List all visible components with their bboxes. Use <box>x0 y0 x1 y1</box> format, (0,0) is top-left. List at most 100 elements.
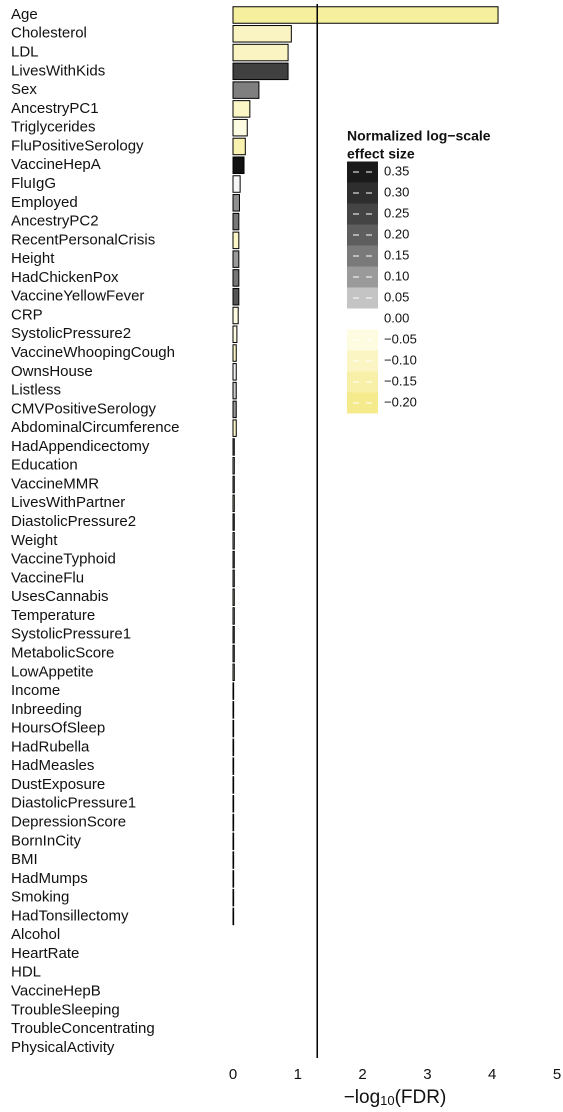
y-tick-label: BornInCity <box>11 832 82 849</box>
y-tick-label: MetabolicScore <box>11 644 114 661</box>
bar <box>232 156 245 174</box>
y-tick-label: FluIgG <box>11 175 56 192</box>
y-tick-label: TroubleConcentrating <box>11 1020 155 1037</box>
y-tick-label: HadMumps <box>11 870 88 887</box>
bar <box>232 400 237 419</box>
bar <box>232 475 235 494</box>
bar <box>232 438 235 456</box>
bar <box>232 194 240 212</box>
bar <box>232 325 238 344</box>
x-tick-label: 1 <box>294 1066 302 1083</box>
legend-swatch <box>347 350 378 372</box>
y-tick-label: HDL <box>11 964 41 981</box>
y-tick-label: DepressionScore <box>11 814 126 831</box>
x-tick-label: 4 <box>488 1066 496 1083</box>
bar <box>232 118 248 137</box>
bar <box>232 644 235 663</box>
legend-swatch <box>347 182 378 204</box>
bar <box>232 870 235 888</box>
bar <box>232 81 260 99</box>
bar <box>232 795 235 813</box>
y-tick-label: Age <box>11 6 38 23</box>
bar <box>232 719 235 738</box>
bar <box>232 231 240 250</box>
bar <box>232 25 292 43</box>
bar <box>232 663 235 682</box>
y-tick-label: FluPositiveSerology <box>11 137 144 154</box>
legend-swatch <box>347 224 378 246</box>
y-tick-label: VaccineFlu <box>11 569 84 586</box>
y-tick-label: LowAppetite <box>11 663 94 680</box>
bar <box>232 456 235 475</box>
bar <box>232 569 235 588</box>
y-tick-label: HadChickenPox <box>11 269 119 286</box>
x-axis-title-part: (FDR) <box>395 1087 447 1108</box>
y-tick-label: HadTonsillectomy <box>11 907 129 924</box>
y-tick-label: Income <box>11 682 60 699</box>
legend-swatch <box>347 371 378 393</box>
legend-label: −0.20 <box>384 394 417 409</box>
y-tick-label: AncestryPC1 <box>11 100 99 117</box>
y-tick-label: Weight <box>11 532 58 549</box>
legend-label: 0.05 <box>384 289 409 304</box>
legend-swatch <box>347 161 378 183</box>
legend-label: 0.00 <box>384 310 409 325</box>
legend-label: 0.20 <box>384 226 409 241</box>
bar <box>232 851 235 869</box>
bar <box>232 588 235 606</box>
y-tick-label: LivesWithPartner <box>11 494 125 511</box>
x-axis-title: −log10(FDR) <box>344 1087 447 1108</box>
y-tick-label: Inbreeding <box>11 701 82 718</box>
x-axis-title-sub: 10 <box>380 1093 394 1108</box>
bar <box>232 776 235 794</box>
y-tick-label: VaccineYellowFever <box>11 288 144 305</box>
y-tick-label: HadMeasles <box>11 757 94 774</box>
y-tick-label: UsesCannabis <box>11 588 109 605</box>
bar <box>232 363 237 381</box>
y-tick-label: DiastolicPressure2 <box>11 513 136 530</box>
legend-swatch <box>347 245 378 267</box>
legend-swatch <box>347 392 378 414</box>
bar <box>232 682 235 700</box>
bar <box>232 344 237 362</box>
y-tick-label: VaccineWhoopingCough <box>11 344 175 361</box>
y-tick-label: DustExposure <box>11 776 105 793</box>
legend-label: 0.35 <box>384 163 409 178</box>
bar <box>232 513 235 531</box>
x-tick-label: 0 <box>229 1066 237 1083</box>
legend-label: −0.15 <box>384 373 417 388</box>
y-tick-label: Cholesterol <box>11 25 87 42</box>
y-tick-label: HeartRate <box>11 945 79 962</box>
legend-swatch <box>347 308 378 330</box>
bar <box>232 43 289 62</box>
bar <box>232 532 235 550</box>
bar <box>232 888 235 907</box>
y-tick-label: HoursOfSleep <box>11 720 105 737</box>
bar <box>232 738 235 757</box>
x-axis-title-part: −log <box>344 1087 380 1108</box>
legend-label: −0.10 <box>384 352 417 367</box>
y-tick-label: Sex <box>11 81 37 98</box>
legend-title: Normalized log−scale <box>347 128 491 144</box>
legend-label: 0.30 <box>384 184 409 199</box>
bar <box>232 287 240 306</box>
y-tick-label: Temperature <box>11 607 95 624</box>
x-tick-label: 2 <box>358 1066 366 1083</box>
bar <box>232 607 235 625</box>
legend-label: 0.10 <box>384 268 409 283</box>
legend-label: −0.05 <box>384 331 417 346</box>
y-tick-label: SystolicPressure1 <box>11 626 131 643</box>
y-tick-label: AncestryPC2 <box>11 213 99 230</box>
bar <box>232 100 251 118</box>
bar <box>232 832 235 851</box>
y-tick-label: BMI <box>11 851 38 868</box>
y-tick-label: OwnsHouse <box>11 363 93 380</box>
legend-label: 0.25 <box>384 205 409 220</box>
y-tick-label: AbdominalCircumference <box>11 419 179 436</box>
y-tick-label: CRP <box>11 306 43 323</box>
y-tick-label: Height <box>11 250 55 267</box>
y-tick-label: VaccineTyphoid <box>11 551 116 568</box>
x-tick-label: 5 <box>553 1066 561 1083</box>
y-tick-label: SystolicPressure2 <box>11 325 131 342</box>
